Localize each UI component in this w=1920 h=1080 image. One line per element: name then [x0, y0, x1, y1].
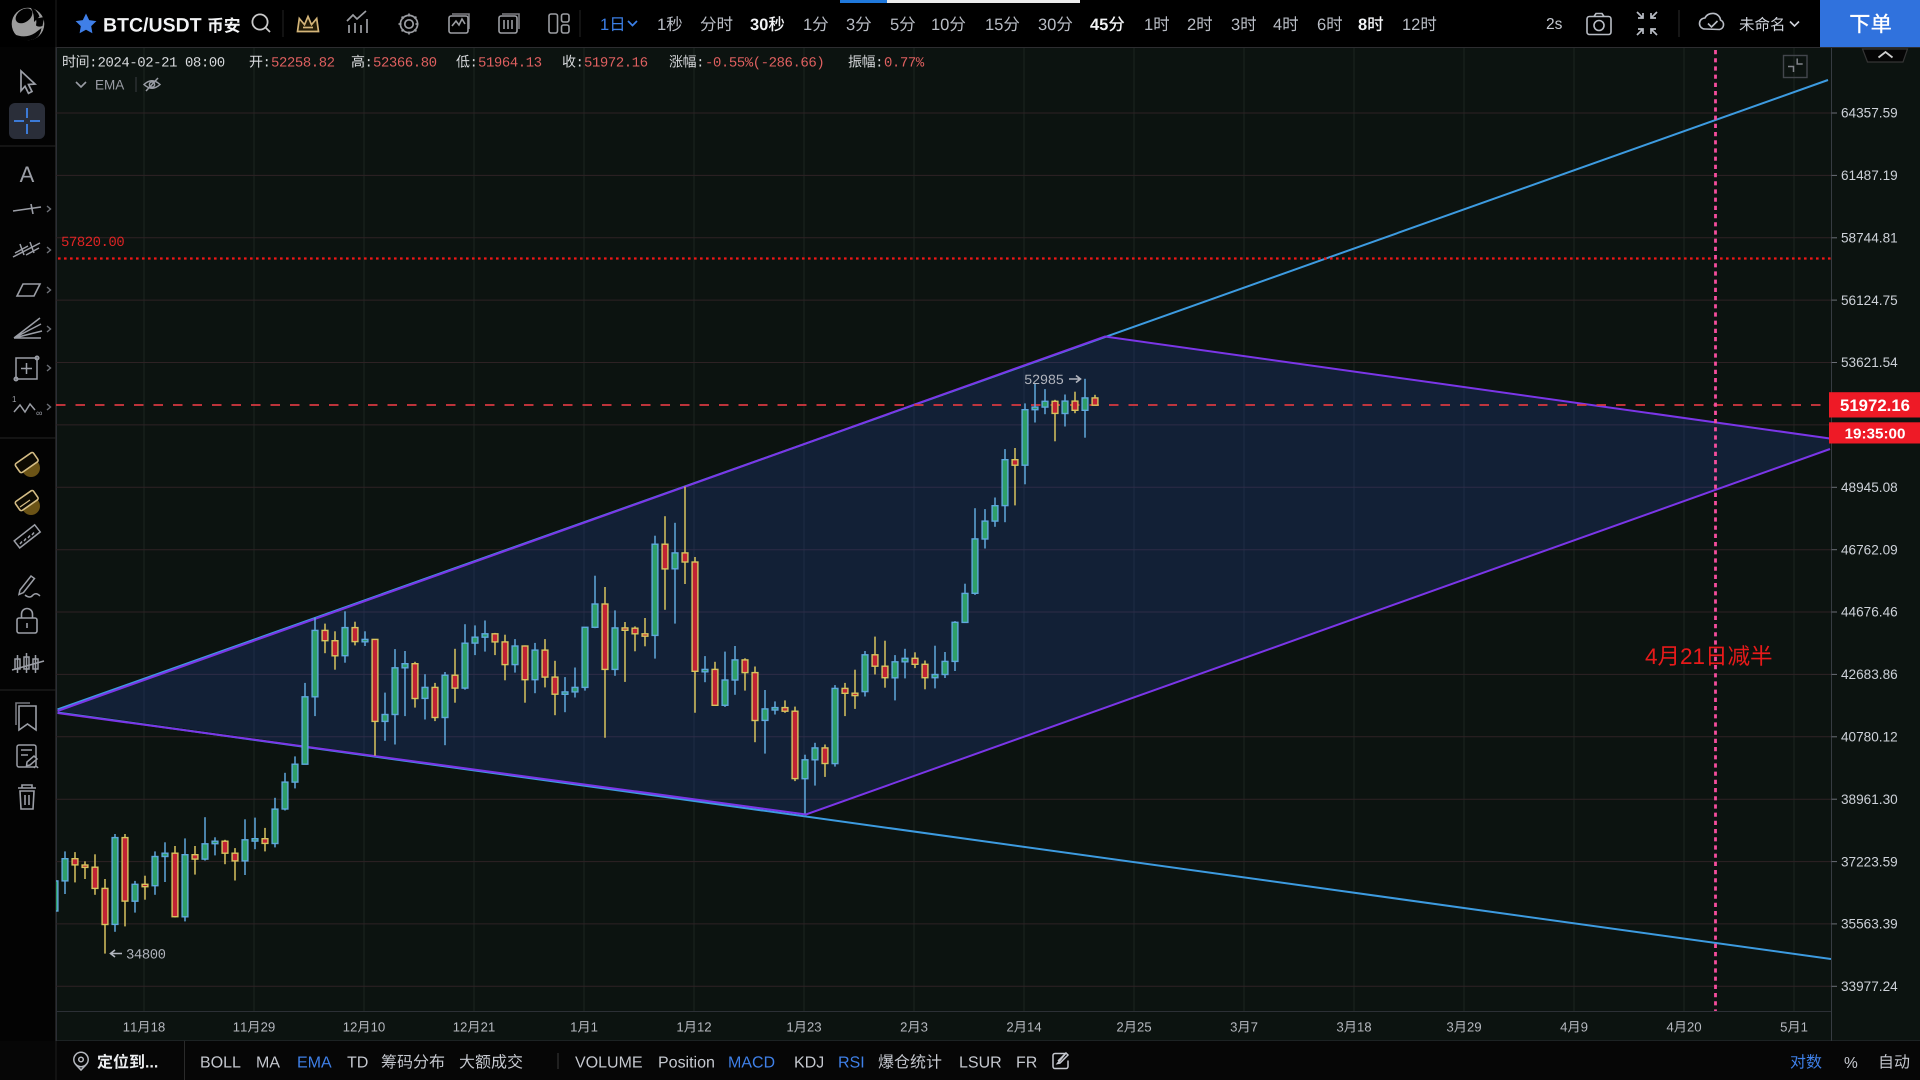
- svg-text:51972.16: 51972.16: [1840, 396, 1910, 415]
- svg-text:46762.09: 46762.09: [1841, 542, 1898, 557]
- svg-text:EMA: EMA: [95, 78, 124, 93]
- svg-text:38961.30: 38961.30: [1841, 792, 1898, 807]
- svg-text:A: A: [20, 162, 35, 187]
- svg-text:∞: ∞: [36, 408, 42, 418]
- svg-text:19:35:00: 19:35:00: [1845, 425, 1906, 442]
- svg-text:40780.12: 40780.12: [1841, 730, 1898, 745]
- svg-text:53621.54: 53621.54: [1841, 355, 1898, 370]
- svg-text:37223.59: 37223.59: [1841, 854, 1898, 869]
- svg-text:1: 1: [12, 395, 17, 404]
- svg-text:56124.75: 56124.75: [1841, 293, 1898, 308]
- svg-text:48945.08: 48945.08: [1841, 480, 1898, 495]
- svg-text:%: %: [1844, 1055, 1858, 1072]
- svg-text:33977.24: 33977.24: [1841, 979, 1898, 994]
- svg-text:64357.59: 64357.59: [1841, 106, 1898, 121]
- svg-text:58744.81: 58744.81: [1841, 231, 1898, 246]
- svg-text:2s: 2s: [1546, 16, 1563, 33]
- svg-text:44676.46: 44676.46: [1841, 605, 1898, 620]
- svg-text:35563.39: 35563.39: [1841, 917, 1898, 932]
- svg-text:61487.19: 61487.19: [1841, 168, 1898, 183]
- svg-text:42683.86: 42683.86: [1841, 667, 1898, 682]
